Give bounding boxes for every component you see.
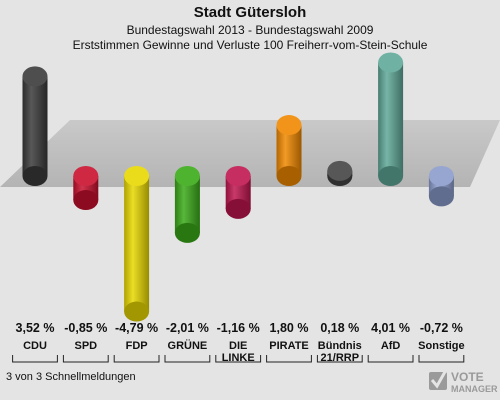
value-label-pirate: 1,80 % — [270, 321, 309, 335]
chart-subtitle: Bundestagswahl 2013 - Bundestagswahl 200… — [126, 23, 374, 37]
value-label-gr-ne: -2,01 % — [166, 321, 209, 335]
category-label-gr-ne: GRÜNE — [168, 339, 208, 352]
value-label-die-linke: -1,16 % — [217, 321, 260, 335]
bar-die-linke — [225, 166, 251, 219]
category-label-sonstige: Sonstige — [418, 340, 464, 352]
bar-pirate — [276, 115, 302, 186]
category-label-fdp: FDP — [126, 340, 148, 352]
bar-spd — [73, 166, 99, 211]
category-bracket-fdp — [113, 355, 160, 363]
logo-text-vote: VOTE — [451, 370, 484, 384]
bar-afd — [378, 52, 404, 186]
category-bracket-sonstige — [418, 355, 465, 363]
bar-cdu — [22, 66, 48, 186]
chart-floor — [0, 120, 500, 187]
value-label-fdp: -4,79 % — [115, 321, 158, 335]
chart-title: Stadt Gütersloh — [193, 4, 307, 21]
bar-sonstige — [428, 166, 454, 207]
category-bracket-spd — [62, 355, 109, 363]
value-label-spd: -0,85 % — [64, 321, 107, 335]
bar-fdp — [124, 166, 150, 322]
bar-b-ndnis-21-rrp — [327, 160, 353, 186]
category-bracket-gr-ne — [164, 355, 211, 363]
category-label-die-linke: DIE LINKE — [222, 340, 255, 364]
category-bracket-b-ndnis-21-rrp — [316, 355, 363, 363]
value-label-b-ndnis-21-rrp: 0,18 % — [320, 321, 359, 335]
footer-note: 3 von 3 Schnellmeldungen — [6, 371, 136, 383]
category-label-afd: AfD — [381, 340, 401, 352]
votemanager-logo: VOTE MANAGER — [429, 369, 498, 394]
checkbox-icon — [429, 369, 448, 390]
bar-gr-ne — [174, 166, 200, 243]
category-bracket-die-linke — [215, 355, 262, 363]
category-label-pirate: PIRATE — [269, 340, 309, 352]
category-label-cdu: CDU — [23, 340, 47, 352]
value-label-cdu: 3,52 % — [16, 321, 55, 335]
value-label-sonstige: -0,72 % — [420, 321, 463, 335]
category-bracket-cdu — [12, 355, 58, 363]
category-label-b-ndnis-21-rrp: Bündnis 21/RRP — [318, 340, 362, 364]
logo-text-manager: MANAGER — [451, 384, 498, 394]
chart-description: Erststimmen Gewinne und Verluste 100 Fre… — [72, 38, 428, 52]
category-bracket-afd — [367, 355, 414, 363]
category-bracket-pirate — [266, 355, 312, 363]
value-label-afd: 4,01 % — [371, 321, 410, 335]
category-label-spd: SPD — [74, 340, 97, 352]
